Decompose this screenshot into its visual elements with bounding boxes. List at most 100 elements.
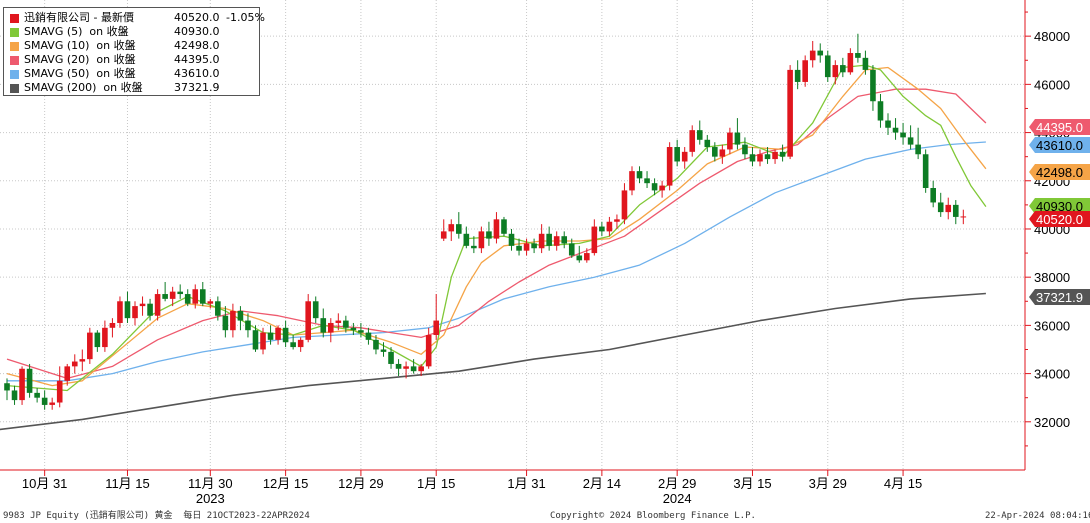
candle-body (64, 366, 71, 381)
x-tick-label: 1月 15 (417, 476, 455, 491)
candle-body (102, 327, 108, 348)
x-tick-label: 1月 31 (507, 476, 545, 491)
series-line (6, 64, 987, 392)
candle-body (245, 320, 251, 331)
candle-body (418, 366, 424, 372)
candle-body (629, 171, 635, 191)
legend-label: SMAVG (200) on 收盤 (24, 81, 143, 94)
legend-swatch (10, 28, 19, 37)
candle-body (719, 149, 726, 157)
candle-body (335, 320, 342, 323)
x-tick-label: 11月 30 (188, 476, 233, 491)
candle-body (132, 306, 138, 319)
price-tag-label: 44395.0 (1036, 120, 1083, 135)
candle-body (523, 243, 530, 251)
price-tag: 40930.0 (1029, 198, 1090, 214)
candle-body (636, 171, 643, 179)
candle-body (712, 147, 718, 157)
candle-body (960, 216, 967, 218)
candle-body (87, 332, 93, 360)
x-tick-label: 2月 14 (583, 476, 621, 491)
candle-body (614, 219, 620, 222)
candle-body (779, 151, 786, 157)
candle-body (591, 226, 598, 254)
candle-body (169, 291, 176, 299)
candle-body (809, 50, 816, 61)
candle-body (34, 392, 40, 398)
candle-body (327, 322, 334, 333)
candle-body (659, 185, 665, 191)
x-year-label: 2023 (196, 491, 225, 506)
candle-body (252, 330, 259, 350)
candle-body (531, 243, 537, 249)
candle-body (463, 233, 470, 246)
candle-body (109, 322, 116, 328)
candle-body (952, 204, 959, 217)
legend-label: SMAVG (50) on 收盤 (24, 67, 136, 80)
x-tick-label: 12月 29 (338, 476, 384, 491)
candle-body (207, 301, 214, 304)
candle-body (840, 65, 846, 73)
candle-body (343, 320, 349, 328)
candle-body (817, 50, 824, 56)
chart-legend: 迅銷有限公司 - 最新價 40520.0 -1.05% SMAVG (5) on… (3, 7, 265, 96)
candle-body (681, 151, 688, 162)
candle-body (275, 327, 281, 340)
candle-body (832, 65, 839, 78)
price-tag-shape (1029, 198, 1090, 214)
footer-security-info: 9983 JP Equity (迅銷有限公司) 黄金 每日 21OCT2023-… (3, 511, 310, 521)
candle-body (855, 53, 861, 58)
candle-body (644, 178, 650, 184)
candle-body (350, 327, 357, 331)
candle-body (147, 303, 153, 316)
price-tag: 37321.9 (1029, 289, 1090, 305)
legend-label: SMAVG (5) on 收盤 (24, 25, 129, 38)
legend-label: SMAVG (10) on 收盤 (24, 39, 136, 52)
candle-body (885, 120, 891, 128)
candle-body (41, 397, 48, 405)
candle-body (94, 332, 101, 348)
candle-body (448, 224, 455, 232)
x-tick-label: 3月 15 (733, 476, 771, 491)
footer-copyright: Copyright© 2024 Bloomberg Finance L.P. (550, 511, 756, 521)
candle-body (162, 294, 168, 299)
candle-body (764, 154, 771, 160)
candle-body (666, 147, 673, 186)
legend-label: 迅銷有限公司 - 最新價 (24, 11, 134, 24)
x-tick-label: 3月 29 (809, 476, 847, 491)
candle-body (907, 137, 914, 145)
y-tick-label: 34000 (1034, 367, 1070, 382)
price-tag-label: 40930.0 (1036, 199, 1083, 214)
x-tick-label: 10月 31 (22, 476, 68, 491)
price-tag-shape (1029, 211, 1090, 227)
candle-body (380, 349, 387, 352)
candle-body (154, 294, 161, 316)
candle-body (373, 339, 379, 350)
candle-body (365, 332, 372, 340)
candle-body (395, 363, 402, 369)
candle-body (576, 255, 583, 261)
price-tag-shape (1029, 289, 1090, 305)
price-tag: 40520.0 (1029, 211, 1090, 227)
legend-value: 43610.0 (174, 67, 220, 80)
candle-body (568, 243, 575, 256)
candle-body (772, 151, 778, 160)
legend-swatch (10, 42, 19, 51)
candle-body (260, 332, 266, 350)
candle-body (358, 330, 364, 333)
y-tick-label: 48000 (1034, 29, 1070, 44)
candle-body (787, 69, 793, 157)
candle-body (215, 301, 221, 316)
legend-item-sma50: SMAVG (50) on 收盤 43610.0 (4, 67, 259, 81)
candle-body (892, 127, 899, 133)
candle-body (802, 60, 808, 82)
price-tag-label: 42498.0 (1036, 165, 1083, 180)
candle-body (696, 130, 703, 140)
candle-body (320, 318, 327, 333)
legend-value: 40930.0 (174, 25, 220, 38)
candle-body (561, 236, 568, 244)
series-line (6, 66, 987, 387)
price-tag: 42498.0 (1029, 164, 1090, 180)
price-tag: 44395.0 (1029, 119, 1090, 135)
legend-item-sma20: SMAVG (20) on 收盤 44395.0 (4, 53, 259, 67)
